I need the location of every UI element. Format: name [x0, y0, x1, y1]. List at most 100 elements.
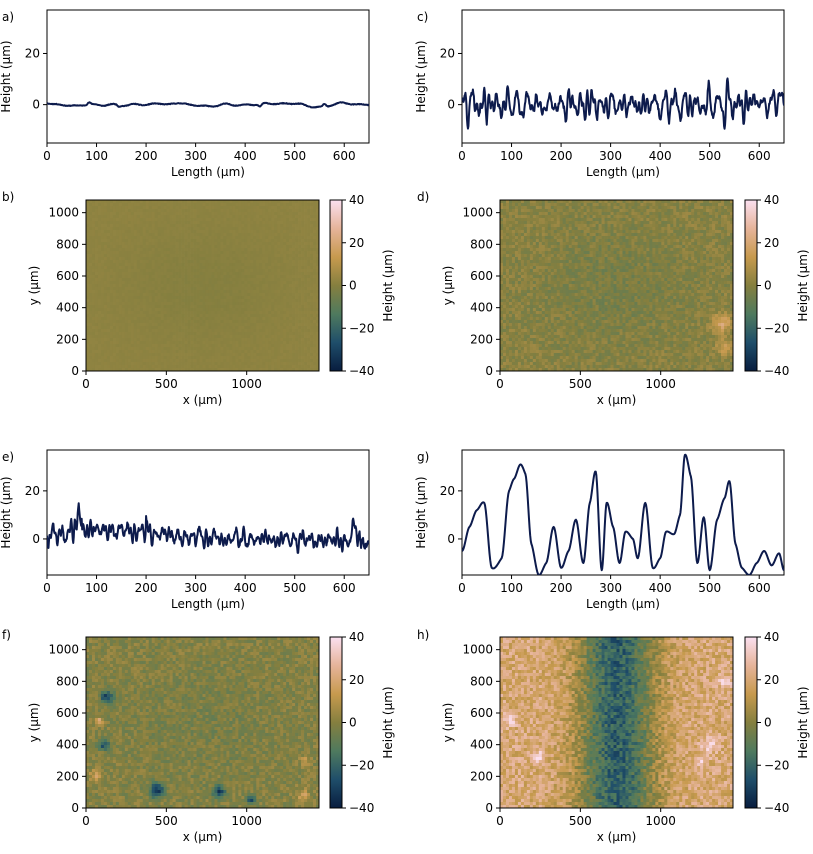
height-map-cell — [92, 230, 95, 233]
height-map-cell — [113, 287, 116, 290]
height-map-cell — [170, 263, 173, 266]
height-map-cell — [143, 254, 146, 257]
height-map-cell — [200, 245, 203, 248]
height-map-cell — [86, 209, 89, 212]
height-map-cell — [158, 290, 161, 293]
height-map-cell — [137, 203, 140, 206]
height-map-cell — [125, 239, 128, 242]
height-map-cell — [128, 233, 131, 236]
height-map-cell — [220, 200, 223, 203]
height-map-cell — [268, 230, 271, 233]
height-map-cell — [128, 281, 131, 284]
height-map-cell — [307, 293, 310, 296]
height-map-cell — [197, 248, 200, 251]
height-map-cell — [289, 248, 292, 251]
height-map-cell — [271, 257, 274, 260]
height-map-cell — [98, 245, 101, 248]
height-map-cell — [217, 236, 220, 239]
height-map-cell — [211, 218, 214, 221]
height-map-cell — [235, 293, 238, 296]
height-map-cell — [283, 209, 286, 212]
height-map-cell — [86, 266, 89, 269]
height-map-cell — [92, 239, 95, 242]
height-map-cell — [292, 299, 295, 302]
height-map-cell — [113, 212, 116, 215]
height-map-cell — [313, 248, 316, 251]
height-map-cell — [295, 200, 298, 203]
height-map-cell — [310, 263, 313, 266]
height-map-cell — [289, 305, 292, 308]
height-map-cell — [256, 248, 259, 251]
height-map-cell — [307, 305, 310, 308]
height-map-cell — [214, 218, 217, 221]
height-map-cell — [280, 299, 283, 302]
height-map-cell — [247, 242, 250, 245]
height-map-cell — [223, 200, 226, 203]
height-map-cell — [214, 284, 217, 287]
height-map-cell — [113, 284, 116, 287]
height-map-cell — [128, 287, 131, 290]
height-map-cell — [217, 200, 220, 203]
height-map-cell — [200, 203, 203, 206]
height-map-cell — [158, 296, 161, 299]
height-map-cell — [313, 203, 316, 206]
height-map-cell — [256, 218, 259, 221]
height-map-cell — [143, 203, 146, 206]
height-map-cell — [256, 206, 259, 209]
height-map-cell — [232, 302, 235, 305]
height-map-cell — [277, 266, 280, 269]
height-map-cell — [265, 302, 268, 305]
height-map-cell — [205, 200, 208, 203]
height-map-cell — [259, 299, 262, 302]
height-map-cell — [295, 272, 298, 275]
height-map-cell — [197, 239, 200, 242]
height-map-cell — [286, 260, 289, 263]
height-map-cell — [179, 284, 182, 287]
height-map-cell — [122, 221, 125, 224]
height-map-cell — [244, 239, 247, 242]
height-map-cell — [113, 242, 116, 245]
height-map-cell — [259, 248, 262, 251]
height-map-cell — [161, 278, 164, 281]
height-map-cell — [280, 218, 283, 221]
height-map-cell — [250, 209, 253, 212]
height-map-cell — [107, 215, 110, 218]
height-map-cell — [262, 263, 265, 266]
height-map-cell — [241, 251, 244, 254]
height-map-cell — [200, 284, 203, 287]
height-map-cell — [238, 242, 241, 245]
height-map-cell — [143, 221, 146, 224]
height-map-cell — [155, 263, 158, 266]
height-map-cell — [158, 236, 161, 239]
height-map-cell — [128, 212, 131, 215]
height-map-cell — [125, 212, 128, 215]
height-map-cell — [280, 293, 283, 296]
height-map-cell — [176, 203, 179, 206]
height-map-cell — [286, 284, 289, 287]
height-map-cell — [113, 254, 116, 257]
height-map-cell — [140, 233, 143, 236]
height-map-cell — [116, 275, 119, 278]
height-map-cell — [98, 275, 101, 278]
height-map-cell — [214, 290, 217, 293]
height-map-cell — [292, 233, 295, 236]
height-map-cell — [131, 299, 134, 302]
height-map-cell — [134, 251, 137, 254]
height-map-cell — [188, 299, 191, 302]
height-map-cell — [104, 284, 107, 287]
height-map-cell — [298, 254, 301, 257]
height-map-cell — [205, 218, 208, 221]
height-map-cell — [194, 251, 197, 254]
height-map-cell — [268, 278, 271, 281]
height-map-cell — [179, 260, 182, 263]
height-map-cell — [131, 293, 134, 296]
height-map-cell — [110, 260, 113, 263]
height-map-cell — [247, 224, 250, 227]
height-map-cell — [220, 263, 223, 266]
height-map-cell — [119, 272, 122, 275]
height-map-cell — [232, 284, 235, 287]
height-map-cell — [262, 251, 265, 254]
height-map-cell — [301, 278, 304, 281]
height-map-cell — [268, 260, 271, 263]
height-map-cell — [301, 266, 304, 269]
